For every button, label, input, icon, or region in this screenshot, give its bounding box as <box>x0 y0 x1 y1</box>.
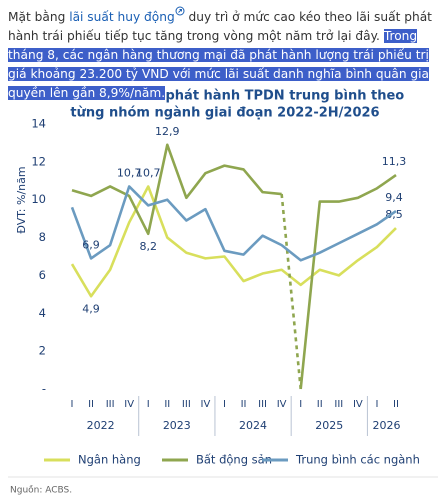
link-icon[interactable] <box>175 6 185 16</box>
x-tick-label: III <box>182 399 191 410</box>
x-tick-label: II <box>88 399 94 410</box>
x-tick-label: II <box>164 399 170 410</box>
legend-label: Bất động sản <box>196 453 272 467</box>
y-axis-label: ĐVT: %/năm <box>15 166 28 233</box>
series-line <box>70 185 397 298</box>
data-label: 10,7 <box>117 166 142 179</box>
data-label: 8,5 <box>385 208 403 221</box>
x-group-label: 2025 <box>315 419 343 432</box>
legend-label: Trung bình các ngành <box>295 453 420 467</box>
x-tick-label: I <box>299 399 302 410</box>
data-label: 12,9 <box>155 125 180 138</box>
legend-label: Ngân hàng <box>78 453 141 467</box>
x-tick-label: I <box>375 399 378 410</box>
x-group-label: 2022 <box>87 419 115 432</box>
data-label: 8,2 <box>139 240 157 253</box>
x-tick-label: I <box>71 399 74 410</box>
x-tick-label: I <box>223 399 226 410</box>
y-tick-label: 12 <box>31 154 46 168</box>
y-tick-label: 14 <box>31 117 46 131</box>
y-tick-label: 8 <box>39 230 46 244</box>
x-tick-label: IV <box>124 399 134 410</box>
series-line <box>71 143 397 390</box>
x-tick-label: III <box>334 399 343 410</box>
data-label: 6,9 <box>82 238 100 251</box>
article-paragraph: Mặt bằng lãi suất huy động duy trì ở mức… <box>8 6 440 103</box>
x-group-label: 2023 <box>163 419 191 432</box>
series-line <box>70 185 397 262</box>
text: Mặt bằng <box>8 10 70 25</box>
x-tick-label: IV <box>277 399 287 410</box>
source: Nguồn: ACBS. <box>10 485 72 496</box>
data-label: 10,7 <box>136 166 161 179</box>
x-group-label: 2024 <box>239 419 267 432</box>
data-label: 4,9 <box>82 302 100 315</box>
x-tick-label: III <box>106 399 115 410</box>
x-group-label: 2026 <box>372 419 400 432</box>
x-tick-label: IV <box>201 399 211 410</box>
x-tick-label: III <box>258 399 267 410</box>
text: duy trì ở mức cao kéo theo lãi suất phát… <box>8 10 432 44</box>
x-tick-label: II <box>317 399 323 410</box>
x-tick-label: IV <box>353 399 363 410</box>
x-tick-label: II <box>393 399 399 410</box>
link[interactable]: lãi suất huy động <box>69 10 175 25</box>
y-tick-label: - <box>42 382 46 396</box>
data-label: 11,3 <box>382 155 407 168</box>
y-tick-label: 10 <box>31 192 46 206</box>
y-tick-label: 4 <box>39 306 46 320</box>
chart-title: từng nhóm ngành giai đoạn 2022-2H/2026 <box>70 106 379 121</box>
x-tick-label: II <box>241 399 247 410</box>
data-label: 9,4 <box>385 191 403 204</box>
dashed-connector <box>280 193 302 390</box>
x-tick-label: I <box>147 399 150 410</box>
y-tick-label: 6 <box>39 268 46 282</box>
y-tick-label: 2 <box>39 344 46 358</box>
